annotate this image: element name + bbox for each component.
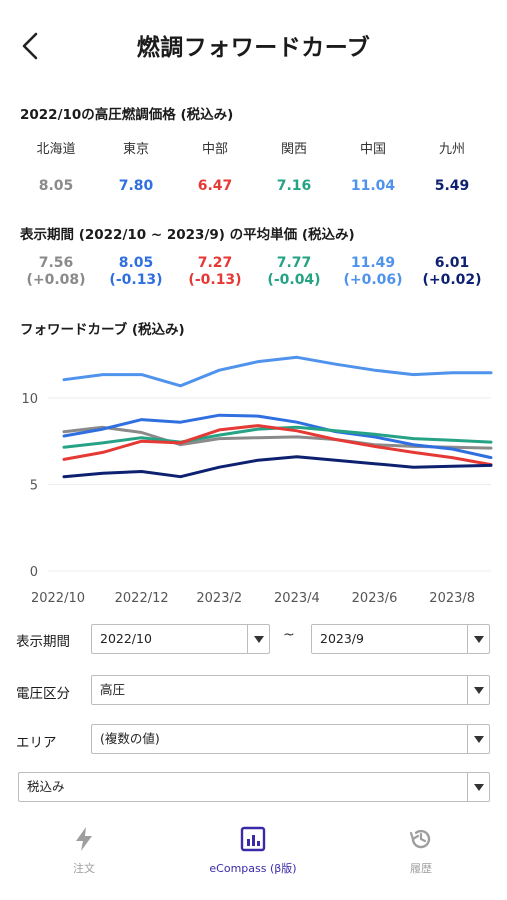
lightning-icon (76, 827, 92, 851)
nav-history[interactable]: 履歴 (361, 826, 481, 890)
avg-diff-kyushu: (+0.02) (422, 272, 482, 288)
chart-y-ticks: 0 5 10 (21, 392, 38, 580)
x-tick-label: 2022/12 (115, 591, 169, 606)
avg-diff-tokyo: (-0.13) (109, 272, 163, 288)
average-title: 表示期間 (2022/10 ~ 2023/9) の平均単価 (税込み) (20, 227, 355, 243)
price-chugoku: 11.04 (350, 178, 396, 194)
average-cell-kyushu: 6.01 (+0.02) (412, 255, 492, 289)
chevron-down-icon (467, 773, 489, 801)
period-end-value: 2023/9 (320, 631, 364, 646)
average-cell-hokkaido: 7.56 (+0.08) (16, 255, 96, 289)
period-start-value: 2022/10 (100, 631, 152, 646)
x-tick-label: 2023/2 (196, 591, 242, 606)
chevron-down-icon (467, 625, 489, 653)
avg-hokkaido: 7.56 (38, 255, 74, 271)
average-cell-chugoku: 11.49 (+0.06) (333, 255, 413, 289)
x-tick-label: 2023/6 (352, 591, 398, 606)
history-icon (409, 829, 431, 849)
nav-order-label: 注文 (73, 862, 95, 875)
avg-chugoku: 11.49 (350, 255, 396, 271)
voltage-value: 高圧 (100, 682, 126, 697)
chart-x-ticks: 2022/10 2022/12 2023/2 2023/4 2023/6 2023/8 (31, 591, 475, 606)
chevron-down-icon (467, 676, 489, 704)
y-tick-label: 0 (30, 565, 38, 580)
tax-value: 税込み (27, 779, 65, 794)
tax-select[interactable]: 税込み (18, 772, 490, 802)
avg-kansai: 7.77 (276, 255, 312, 271)
voltage-label: 電圧区分 (16, 686, 70, 702)
series-line-4 (62, 424, 493, 467)
series-line-2 (62, 413, 493, 460)
nav-history-label: 履歴 (410, 862, 432, 875)
chevron-down-icon (247, 625, 269, 653)
x-tick-label: 2022/10 (31, 591, 85, 606)
price-chubu: 6.47 (197, 178, 233, 194)
bottom-nav: 注文 eCompass (β版) 履歴 (0, 816, 507, 900)
period-label: 表示期間 (16, 634, 70, 650)
period-start-select[interactable]: 2022/10 (91, 624, 270, 654)
avg-kyushu: 6.01 (434, 255, 470, 271)
period-tilde: ~ (283, 627, 295, 643)
area-name-tokyo: 東京 (122, 142, 149, 157)
page-title: 燃調フォワードカーブ (136, 35, 371, 61)
average-cell-kansai: 7.77 (-0.04) (254, 255, 334, 289)
avg-diff-kansai: (-0.04) (267, 272, 321, 288)
app-header: 燃調フォワードカーブ (0, 0, 507, 88)
area-name-hokkaido: 北海道 (36, 142, 76, 157)
avg-chubu: 7.27 (197, 255, 233, 271)
avg-tokyo: 8.05 (118, 255, 154, 271)
avg-diff-chugoku: (+0.06) (343, 272, 403, 288)
nav-ecompass-label: eCompass (β版) (209, 862, 297, 875)
chart-grid (48, 397, 491, 572)
area-select[interactable]: (複数の値) (91, 724, 490, 754)
voltage-select[interactable]: 高圧 (91, 675, 490, 705)
series-line-5 (62, 455, 493, 479)
price-kyushu: 5.49 (434, 178, 470, 194)
nav-order[interactable]: 注文 (24, 826, 144, 890)
avg-diff-chubu: (-0.13) (188, 272, 242, 288)
forward-curve-title: フォワードカーブ (税込み) (20, 322, 185, 338)
x-tick-label: 2023/4 (274, 591, 320, 606)
bar-chart-icon (240, 826, 266, 852)
y-tick-label: 5 (30, 478, 38, 493)
series-line-0 (62, 355, 493, 388)
nav-ecompass[interactable]: eCompass (β版) (193, 826, 313, 890)
area-name-chubu: 中部 (201, 142, 228, 157)
y-tick-label: 10 (21, 392, 38, 407)
price-kansai: 7.16 (276, 178, 312, 194)
area-name-chugoku: 中国 (359, 142, 386, 157)
period-end-select[interactable]: 2023/9 (311, 624, 490, 654)
area-label: エリア (16, 735, 57, 751)
area-name-kyushu: 九州 (438, 142, 465, 157)
area-value: (複数の値) (100, 731, 160, 746)
price-tokyo: 7.80 (118, 178, 154, 194)
average-cell-chubu: 7.27 (-0.13) (175, 255, 255, 289)
current-price-title: 2022/10の高圧燃調価格 (税込み) (20, 107, 234, 123)
price-hokkaido: 8.05 (38, 178, 74, 194)
chevron-down-icon (467, 725, 489, 753)
back-arrow-icon[interactable] (14, 28, 50, 64)
average-cell-tokyo: 8.05 (-0.13) (96, 255, 176, 289)
chart-series (62, 355, 493, 479)
x-tick-label: 2023/8 (429, 591, 475, 606)
avg-diff-hokkaido: (+0.08) (26, 272, 86, 288)
area-name-kansai: 関西 (280, 142, 307, 157)
